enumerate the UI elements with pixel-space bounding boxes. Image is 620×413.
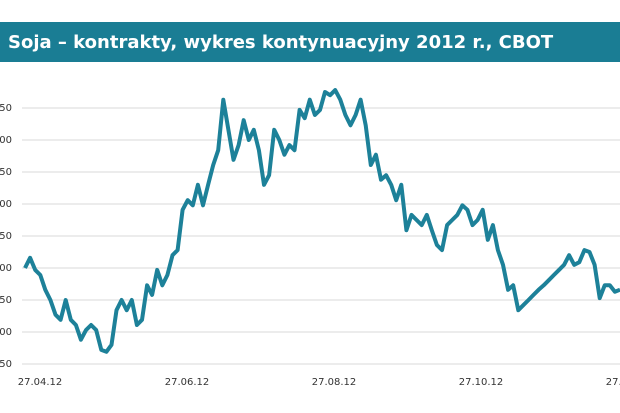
y-tick-label: 1350 [0,359,12,370]
title-bar [0,22,620,62]
x-tick-label: 27.08.12 [312,377,357,388]
x-tick-label: 27.04.12 [18,377,63,388]
chart-title: Soja – kontrakty, wykres kontynuacyjny 2… [8,32,554,53]
y-tick-label: 1650 [0,167,12,178]
y-tick-label: 1600 [0,199,12,210]
y-tick-label: 1700 [0,135,12,146]
y-tick-label: 1750 [0,103,12,114]
y-tick-label: 1400 [0,327,12,338]
x-tick-label: 27.12.12 [606,377,620,388]
x-tick-label: 27.10.12 [459,377,504,388]
y-tick-label: 1500 [0,263,12,274]
y-tick-label: 1450 [0,295,12,306]
y-tick-label: 1550 [0,231,12,242]
price-line [23,88,620,354]
x-tick-label: 27.06.12 [165,377,210,388]
